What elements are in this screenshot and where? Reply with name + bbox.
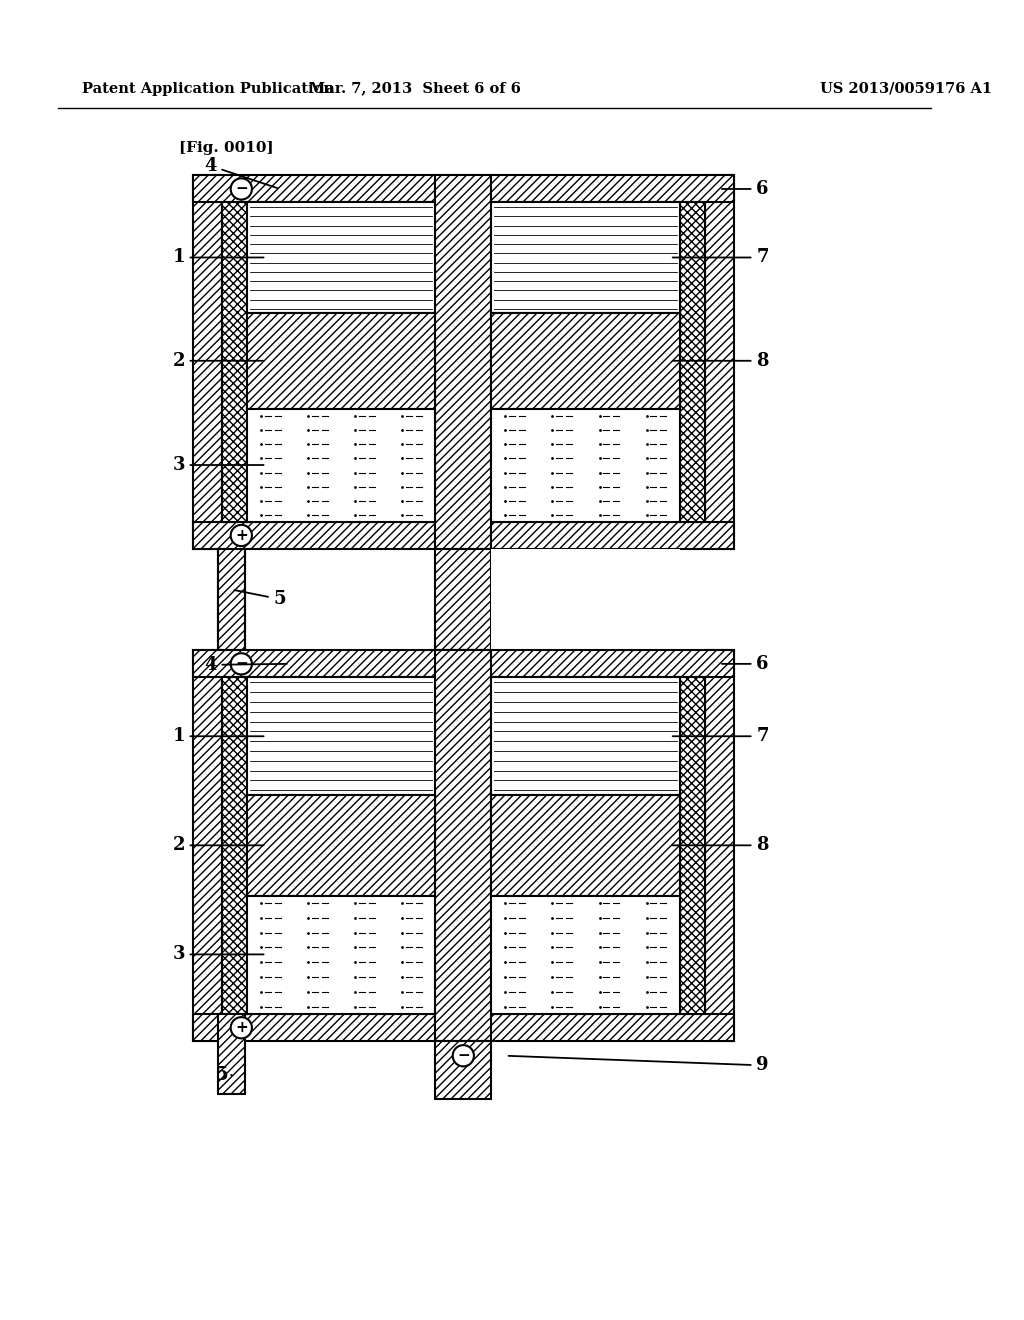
Bar — [194, 521, 733, 549]
Bar — [247, 895, 435, 1014]
Bar — [705, 651, 733, 1041]
Bar — [435, 651, 492, 1041]
Bar — [222, 677, 247, 1014]
Text: 1: 1 — [172, 727, 263, 746]
Text: 6: 6 — [722, 180, 769, 198]
Text: 7: 7 — [673, 727, 769, 746]
Bar — [194, 651, 733, 677]
Bar — [218, 549, 245, 651]
Bar — [492, 202, 680, 313]
Text: Mar. 7, 2013  Sheet 6 of 6: Mar. 7, 2013 Sheet 6 of 6 — [309, 82, 521, 95]
Bar — [247, 677, 435, 795]
Bar — [247, 313, 435, 409]
Bar — [194, 651, 733, 677]
Bar — [492, 677, 680, 795]
Bar — [492, 313, 680, 409]
Circle shape — [230, 178, 252, 199]
Text: +: + — [234, 1020, 248, 1035]
Bar — [435, 1041, 492, 1100]
Text: 2: 2 — [172, 837, 263, 854]
Bar — [435, 549, 492, 651]
Text: 8: 8 — [673, 837, 769, 854]
Bar — [218, 549, 245, 651]
Bar — [492, 409, 680, 521]
Bar — [680, 202, 705, 521]
Text: −: − — [234, 181, 248, 197]
Bar — [222, 202, 247, 521]
Text: Patent Application Publication: Patent Application Publication — [82, 82, 334, 95]
Bar — [680, 677, 705, 1014]
Bar — [194, 176, 222, 549]
Text: 5: 5 — [216, 1067, 231, 1084]
Bar — [680, 677, 705, 1014]
Bar — [218, 549, 245, 651]
Bar — [435, 1041, 492, 1100]
Text: 4: 4 — [204, 656, 287, 673]
Bar — [194, 176, 733, 202]
Bar — [194, 521, 733, 549]
Bar — [194, 1014, 733, 1041]
Text: 2: 2 — [172, 351, 263, 370]
Bar — [492, 549, 680, 651]
Bar — [705, 651, 733, 1041]
Bar — [492, 795, 680, 895]
Bar — [194, 651, 222, 1041]
Bar — [218, 1014, 245, 1094]
Bar — [705, 176, 733, 549]
Bar — [247, 795, 435, 895]
Text: 3: 3 — [172, 455, 263, 474]
Text: 1: 1 — [172, 248, 263, 267]
Text: 4: 4 — [204, 157, 278, 187]
Text: +: + — [234, 528, 248, 543]
Bar — [492, 895, 680, 1014]
Bar — [247, 795, 435, 895]
Text: [Fig. 0010]: [Fig. 0010] — [178, 141, 273, 156]
Bar — [680, 202, 705, 521]
Bar — [247, 313, 435, 409]
Bar — [435, 176, 492, 549]
Circle shape — [230, 1018, 252, 1039]
Bar — [194, 651, 222, 1041]
Circle shape — [453, 1045, 474, 1067]
Bar — [218, 1014, 245, 1094]
Circle shape — [230, 653, 252, 675]
Bar — [194, 176, 733, 202]
Bar — [435, 549, 492, 651]
Text: −: − — [234, 656, 248, 672]
Bar — [247, 202, 435, 313]
Bar — [435, 651, 492, 1041]
Text: −: − — [457, 1048, 470, 1063]
Bar — [222, 677, 247, 1014]
Bar — [222, 202, 247, 521]
Text: US 2013/0059176 A1: US 2013/0059176 A1 — [820, 82, 992, 95]
Bar — [435, 176, 492, 549]
Circle shape — [230, 525, 252, 546]
Bar — [492, 795, 680, 895]
Text: 6: 6 — [722, 655, 769, 673]
Text: 9: 9 — [509, 1056, 769, 1074]
Bar — [194, 176, 222, 549]
Bar — [492, 313, 680, 409]
Bar — [194, 1014, 733, 1041]
Bar — [247, 409, 435, 521]
Text: 3: 3 — [172, 945, 263, 964]
Text: 7: 7 — [673, 248, 769, 267]
Text: 5: 5 — [234, 590, 287, 609]
Text: 8: 8 — [673, 351, 769, 370]
Bar — [705, 176, 733, 549]
